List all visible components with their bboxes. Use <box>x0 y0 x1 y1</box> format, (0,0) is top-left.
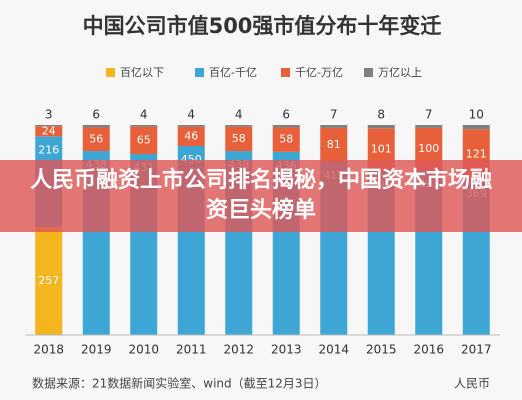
headline: 人民币融资上市公司排名揭秘，中国资本市场融资巨头榜单 <box>0 160 522 232</box>
value-label: 6 <box>282 108 290 122</box>
bar-segment <box>462 125 490 130</box>
value-label: 3 <box>45 108 53 122</box>
x-tick-label: 2016 <box>413 343 444 357</box>
value-label: 257 <box>38 274 59 287</box>
logo: 人民币 <box>454 377 490 391</box>
value-label: 24 <box>42 124 56 137</box>
legend-label: 百亿以下 <box>120 66 164 79</box>
value-label: 6 <box>92 108 100 122</box>
value-label: 58 <box>232 132 246 145</box>
bar-segment <box>177 125 205 127</box>
bar-segment <box>35 126 63 137</box>
value-label: 10 <box>469 108 484 122</box>
x-tick-label: 2017 <box>461 343 492 357</box>
bar-segment <box>320 127 348 162</box>
bar-segment <box>415 125 443 128</box>
legend-swatch <box>195 68 204 77</box>
value-label: 4 <box>187 108 195 122</box>
value-label: 7 <box>330 108 338 122</box>
x-tick-label: 2011 <box>176 343 207 357</box>
value-label: 65 <box>137 133 151 146</box>
bar-segment <box>367 125 395 129</box>
source: 数据来源：21数据新闻实验室、wind（截至12月3日） <box>32 376 327 391</box>
bar-segment <box>130 126 158 154</box>
value-label: 8 <box>377 108 385 122</box>
x-tick-label: 2015 <box>366 343 397 357</box>
value-label: 7 <box>425 108 433 122</box>
bar-segment <box>272 125 300 128</box>
bar-segment <box>35 227 63 335</box>
value-label: 100 <box>418 142 439 155</box>
bar-segment <box>272 127 300 152</box>
legend-label: 百亿-千亿 <box>209 66 257 79</box>
bar-segment <box>177 126 205 146</box>
x-tick-label: 2014 <box>318 343 349 357</box>
legend-swatch <box>106 68 115 77</box>
bar-segment <box>82 127 110 152</box>
bar-segment <box>225 126 253 152</box>
x-tick-label: 2012 <box>223 343 254 357</box>
legend-swatch <box>281 68 290 77</box>
value-label: 56 <box>89 132 103 145</box>
value-label: 46 <box>184 129 198 142</box>
x-tick-label: 2010 <box>128 343 159 357</box>
bar-segment <box>320 125 348 128</box>
bar-segment <box>130 125 158 127</box>
x-tick-label: 2018 <box>33 343 64 357</box>
legend-swatch <box>364 68 373 77</box>
value-label: 58 <box>279 133 293 146</box>
x-tick-label: 2019 <box>81 343 112 357</box>
value-label: 121 <box>466 148 487 161</box>
chart-title: 中国公司市值500强市值分布十年变迁 <box>83 14 442 38</box>
value-label: 4 <box>235 108 243 122</box>
value-label: 4 <box>140 108 148 122</box>
value-label: 216 <box>38 143 59 156</box>
bar-segment <box>225 125 253 127</box>
legend-label: 千亿-万亿 <box>295 66 343 79</box>
x-tick-label: 2013 <box>271 343 302 357</box>
bar-segment <box>35 125 63 127</box>
value-label: 81 <box>327 138 341 151</box>
legend-label: 万亿以上 <box>378 66 422 79</box>
bar-segment <box>82 125 110 128</box>
value-label: 101 <box>371 143 392 156</box>
